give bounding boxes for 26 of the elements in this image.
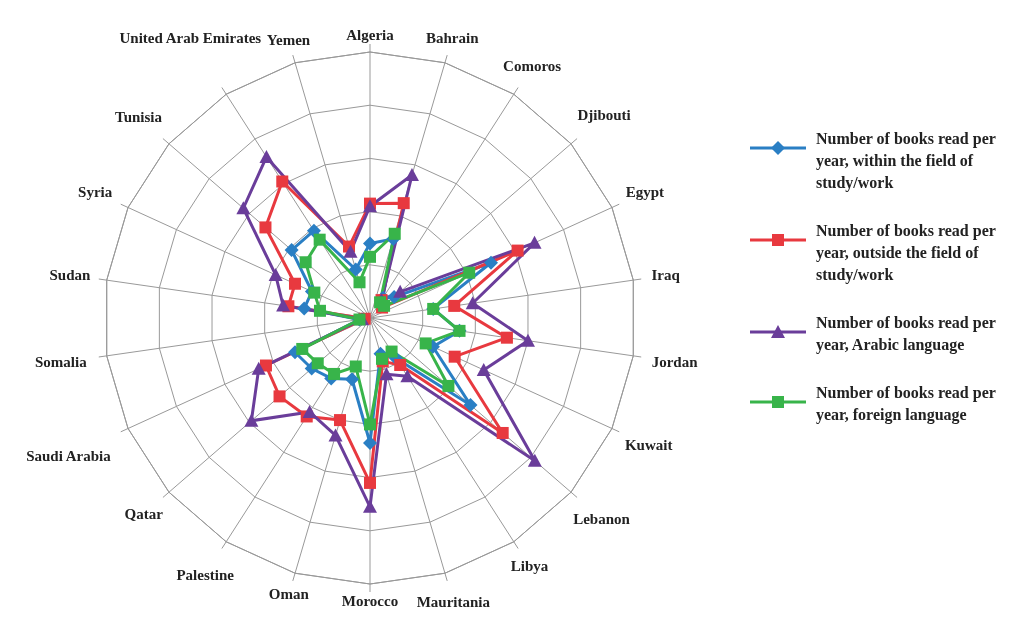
spoke-label: Comoros xyxy=(503,57,562,74)
spoke-label: Yemen xyxy=(266,32,311,49)
spoke-label: Saudi Arabia xyxy=(26,447,112,464)
spoke-label: Oman xyxy=(268,586,310,603)
spoke-label: Bahrain xyxy=(425,29,480,46)
spoke-label: Libya xyxy=(510,558,549,575)
spoke-label: Jordan xyxy=(651,353,699,370)
spoke-label: Kuwait xyxy=(624,437,673,454)
legend-label: Number of books read per year, outside the field of study/work xyxy=(816,221,997,286)
spoke-label: Qatar xyxy=(124,506,164,523)
spoke-label: United Arab Emirates xyxy=(119,30,262,47)
spoke-label: Palestine xyxy=(176,566,235,583)
spoke-label: Somalia xyxy=(35,354,88,371)
spoke-label: Morocco xyxy=(341,593,399,609)
spoke-label: Sudan xyxy=(49,266,91,283)
spoke-label: Mauritania xyxy=(416,593,491,610)
spoke-label: Djibouti xyxy=(577,107,631,124)
spoke-label: Algeria xyxy=(346,27,395,43)
spoke-label: Egypt xyxy=(625,184,665,201)
legend-label: Number of books read per year, foreign language xyxy=(816,383,997,426)
legend-label: Number of books read per year, Arabic language xyxy=(816,313,997,356)
legend-label: Number of books read per year, within the field of study/work xyxy=(816,129,997,194)
spoke-label: Iraq xyxy=(651,267,681,284)
spoke-label: Syria xyxy=(78,184,113,201)
spoke-label: Lebanon xyxy=(573,510,631,527)
spoke-label: Tunisia xyxy=(115,109,163,126)
